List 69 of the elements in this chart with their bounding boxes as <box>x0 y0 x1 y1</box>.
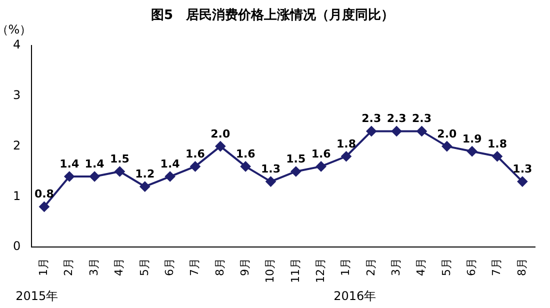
data-label: 1.6 <box>236 147 256 160</box>
point <box>240 161 251 172</box>
data-label: 1.3 <box>512 162 532 176</box>
x-tick-label: 1月 <box>37 258 50 276</box>
point <box>467 146 478 156</box>
point <box>190 161 200 172</box>
data-label: 1.2 <box>135 168 155 181</box>
point <box>140 182 150 192</box>
x-tick-label: 5月 <box>138 258 151 276</box>
x-tick-label: 6月 <box>162 258 176 276</box>
point <box>165 172 176 182</box>
data-label: 2.3 <box>386 112 406 126</box>
y-tick-label: 2 <box>12 138 21 152</box>
point <box>90 172 100 182</box>
point <box>215 141 226 152</box>
x-tick-label: 2月 <box>62 258 76 276</box>
point <box>442 141 452 152</box>
x-tick-label: 4月 <box>112 258 126 276</box>
y-tick-label: 1 <box>12 188 21 203</box>
point <box>341 151 352 162</box>
data-label: 2.3 <box>362 112 382 126</box>
y-tick-label: 4 <box>12 38 21 52</box>
data-label: 1.9 <box>462 132 482 146</box>
data-label: 1.5 <box>110 152 130 166</box>
x-tick-label: 7月 <box>490 258 504 276</box>
data-label: 1.6 <box>185 147 206 160</box>
point <box>416 126 427 136</box>
x-tick-label: 11月 <box>288 258 302 284</box>
x-tick-label: 5月 <box>440 258 453 276</box>
data-label: 0.8 <box>34 188 54 201</box>
y-axis-title: （%） <box>0 22 32 37</box>
data-label: 1.8 <box>488 137 507 150</box>
x-tick-label: 3月 <box>389 258 402 276</box>
point <box>517 176 528 187</box>
point <box>290 166 301 176</box>
x-tick-label: 8月 <box>213 258 226 276</box>
data-label: 1.4 <box>84 158 105 171</box>
point <box>39 202 50 212</box>
data-label: 1.4 <box>60 158 80 171</box>
data-label: 1.5 <box>286 152 306 166</box>
x-tick-label: 2月 <box>364 258 378 276</box>
text: 2015年 <box>16 289 58 303</box>
data-label: 1.4 <box>160 158 180 171</box>
x-tick-label: 4月 <box>414 258 428 276</box>
x-tick-label: 7月 <box>188 258 202 276</box>
x-tick-label: 6月 <box>464 258 478 276</box>
data-label: 1.3 <box>260 162 280 176</box>
point <box>316 161 326 172</box>
point <box>392 126 402 136</box>
y-tick-label: 3 <box>12 88 21 102</box>
point <box>266 176 276 187</box>
data-label: 2.0 <box>437 127 457 140</box>
point <box>114 166 125 176</box>
data-label: 1.8 <box>336 137 356 150</box>
x-tick-label: 12月 <box>314 258 327 284</box>
x-tick-label: 3月 <box>87 258 100 276</box>
y-tick-label: 0 <box>12 239 21 254</box>
chart-title: 图5 居民消费价格上涨情况（月度同比） <box>150 7 394 24</box>
x-tick-label: 9月 <box>238 258 252 276</box>
text: 2016年 <box>334 289 376 303</box>
x-tick-label: 1月 <box>339 258 352 276</box>
point <box>366 126 376 136</box>
point <box>64 172 74 182</box>
data-label: 2.0 <box>210 127 230 140</box>
data-label: 2.3 <box>412 112 432 126</box>
data-label: 1.6 <box>311 147 332 160</box>
x-tick-label: 8月 <box>515 258 528 276</box>
point <box>492 151 502 162</box>
x-tick-label: 10月 <box>264 258 277 284</box>
